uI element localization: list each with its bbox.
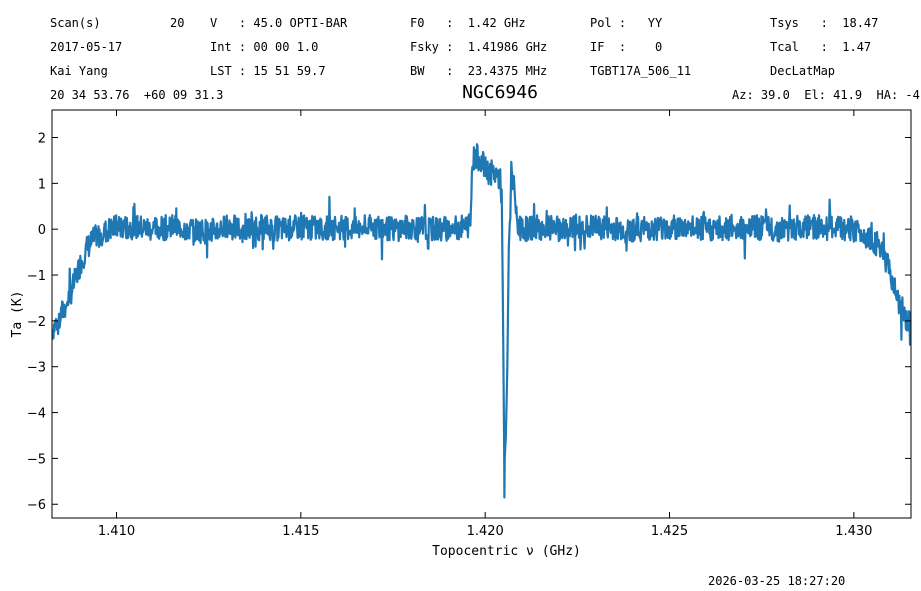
x-tick-label: 1.420 — [467, 524, 504, 539]
header-project: TGBT17A_506_11 — [590, 64, 692, 78]
y-tick-label: −3 — [27, 361, 46, 376]
x-tick-label: 1.415 — [282, 524, 319, 539]
plot-frame — [51, 109, 912, 519]
header-tsys: Tsys : 18.47 — [770, 16, 879, 30]
header-bw: BW : 23.4375 MHz — [410, 64, 548, 78]
header-date: 2017-05-17 — [50, 40, 123, 54]
chart-title: NGC6946 — [462, 82, 538, 103]
header-int: Int : 00 00 1.0 — [210, 40, 319, 54]
x-tick-label: 1.425 — [651, 524, 688, 539]
y-axis-label: Ta (K) — [10, 291, 25, 338]
header-coords: 20 34 53.76 +60 09 31.3 — [50, 88, 224, 102]
header-procedure: DecLatMap — [770, 64, 836, 78]
header-fsky: Fsky : 1.41986 GHz — [410, 40, 548, 54]
y-tick-label: 0 — [38, 223, 46, 238]
header-scan-count: 20 — [170, 16, 185, 30]
y-tick-label: 1 — [38, 177, 46, 192]
footer-timestamp: 2026-03-25 18:27:20 — [708, 574, 846, 588]
header-tcal: Tcal : 1.47 — [770, 40, 872, 54]
header-observer: Kai Yang — [50, 64, 108, 78]
x-tick-label: 1.430 — [835, 524, 872, 539]
header-azel-text: Az: 39.0 El: 41.9 HA: -4.69 — [732, 88, 921, 102]
y-tick-label: −2 — [27, 315, 46, 330]
header-if: IF : 0 — [590, 40, 663, 54]
x-axis-label: Topocentric ν (GHz) — [432, 544, 581, 559]
header-lst: LST : 15 51 59.7 — [210, 64, 326, 78]
y-tick-label: −4 — [27, 407, 46, 422]
spectrum-line — [52, 143, 911, 499]
x-tick-label: 1.410 — [98, 524, 135, 539]
y-tick-label: −1 — [27, 269, 46, 284]
header-f0: F0 : 1.42 GHz — [410, 16, 526, 30]
header-pol: Pol : YY — [590, 16, 663, 30]
y-tick-label: −6 — [27, 498, 46, 513]
header-scan-label: Scan(s) — [50, 16, 101, 30]
header-velocity: V : 45.0 OPTI-BAR — [210, 16, 348, 30]
y-tick-label: −5 — [27, 452, 46, 467]
header-azel: Az: 39.0 El: 41.9 HA: -4.69 — [732, 88, 921, 102]
y-tick-label: 2 — [38, 132, 46, 147]
